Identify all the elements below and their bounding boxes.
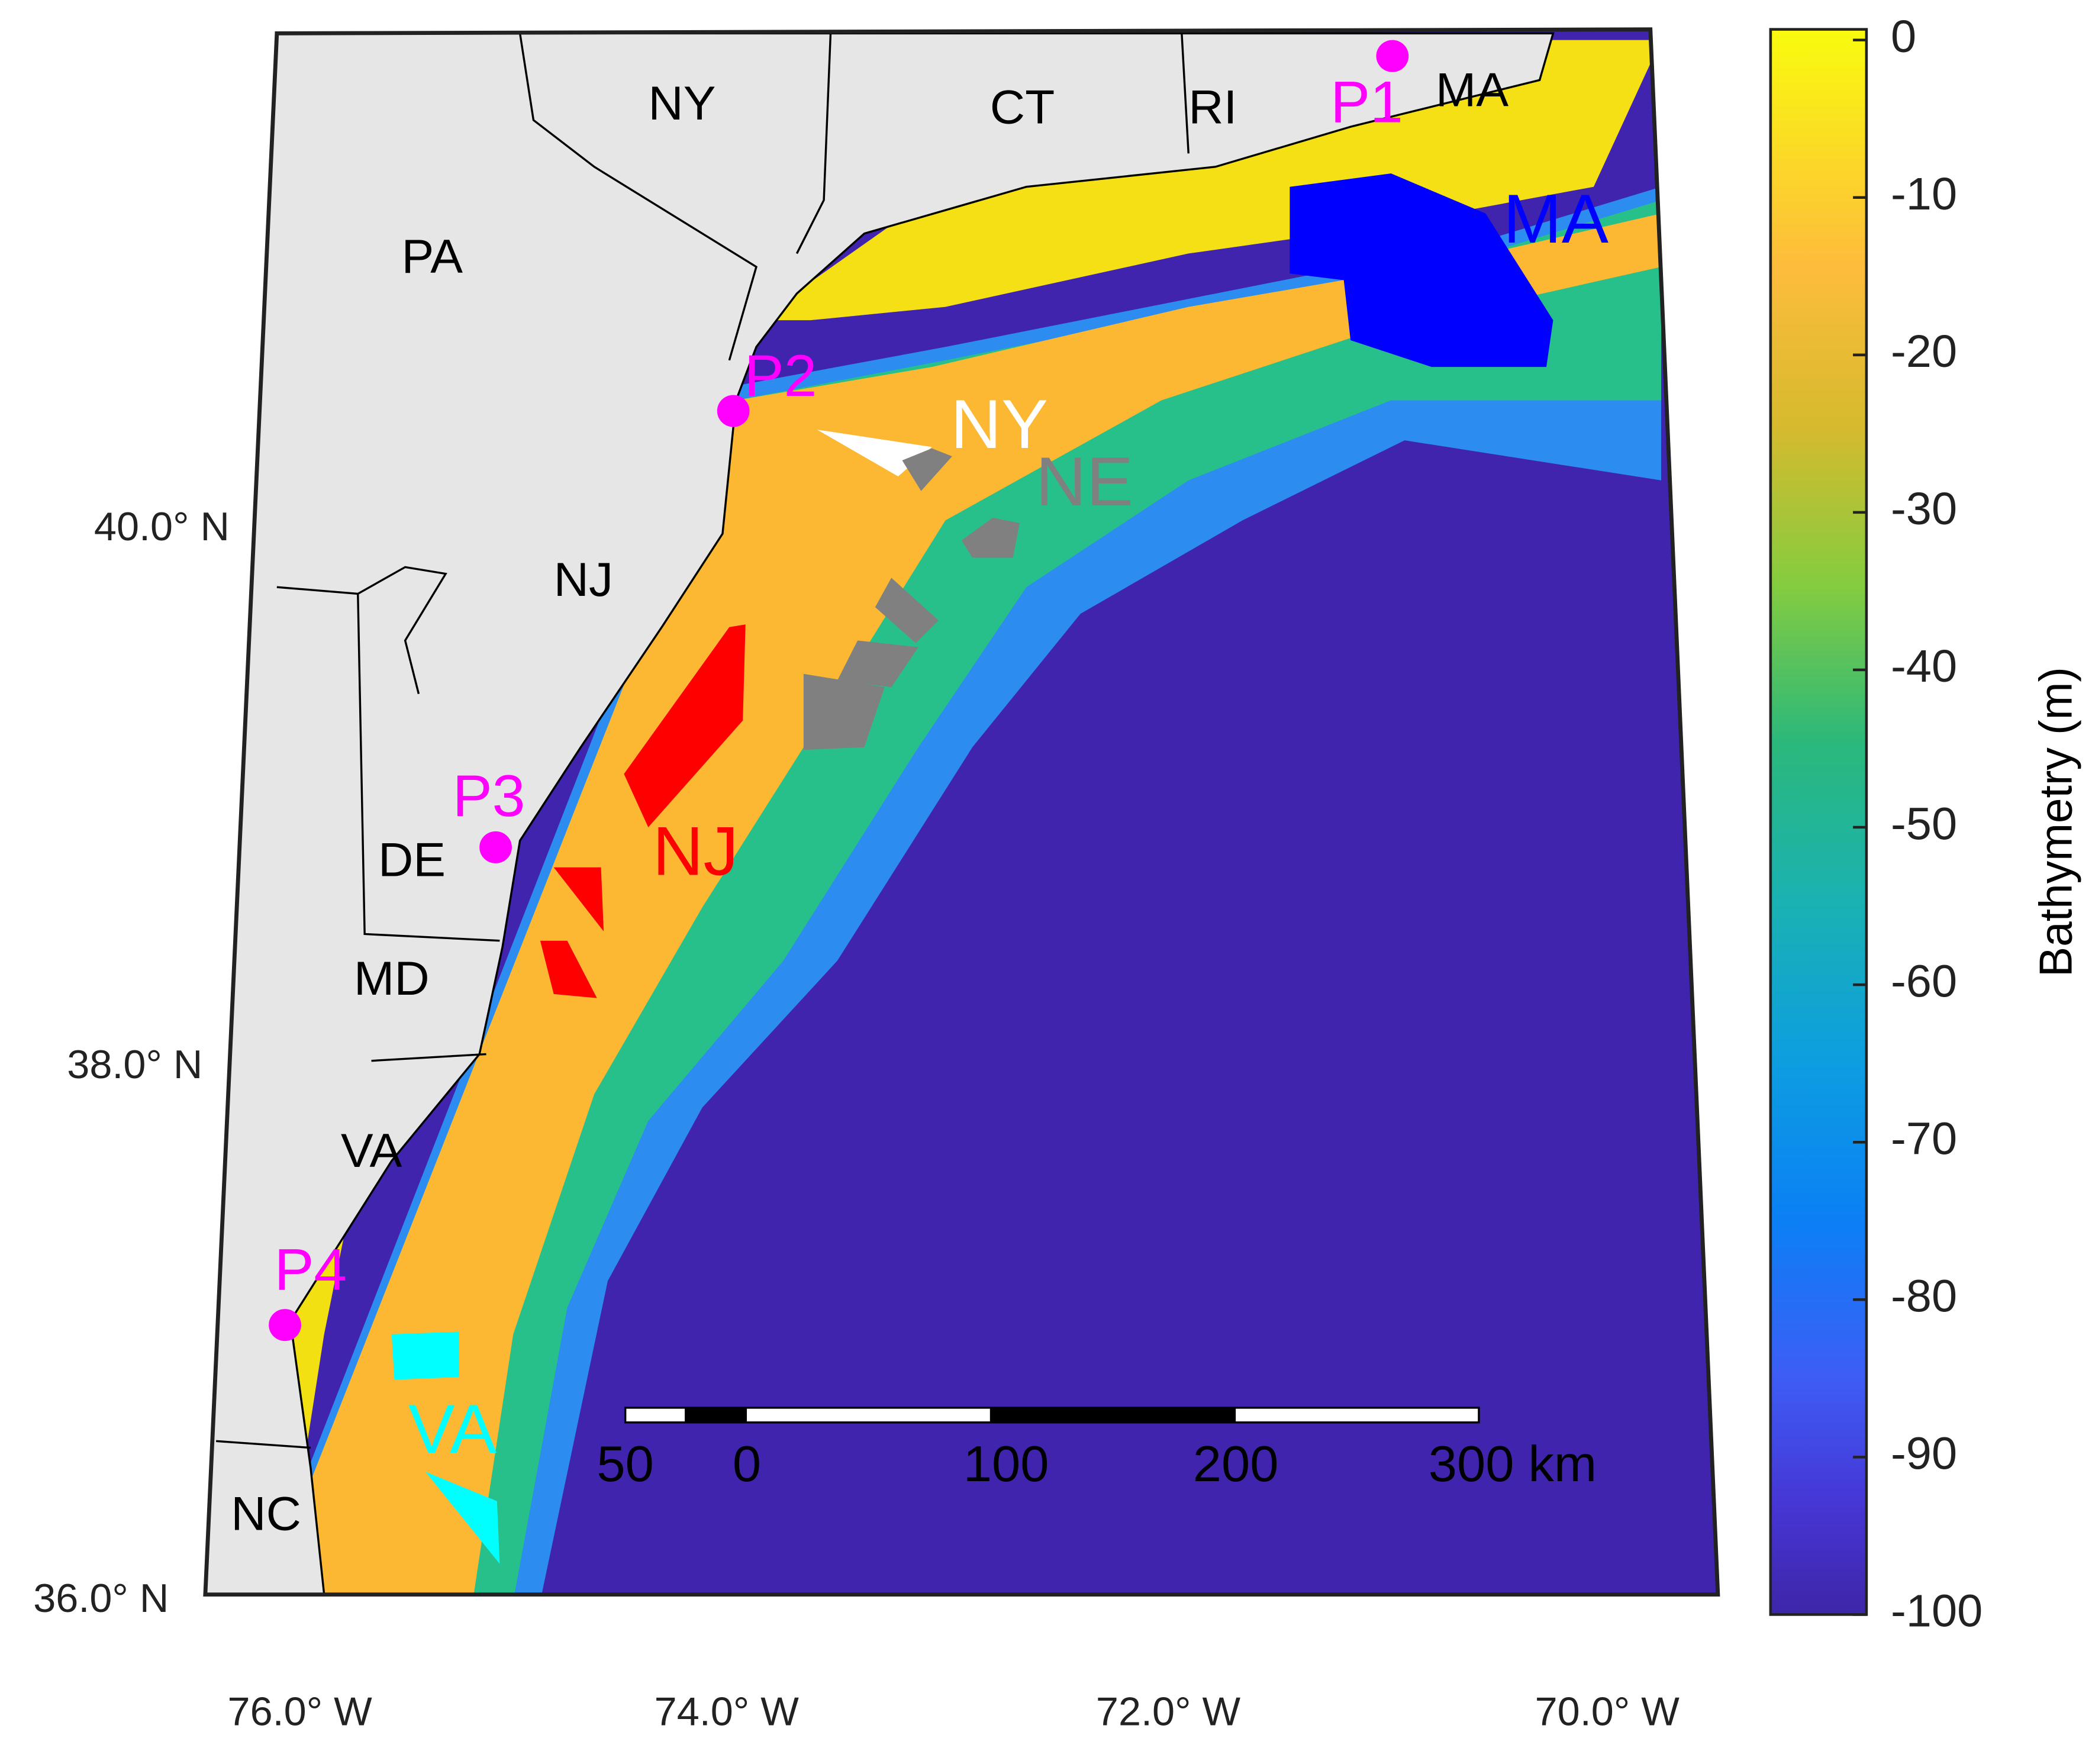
colorbar-tick-label: -30 — [1891, 484, 1957, 534]
wind-area-va — [391, 1331, 500, 1564]
wind-area-label: NE — [1036, 443, 1133, 520]
colorbar-tick-label: -80 — [1891, 1271, 1957, 1321]
land — [205, 32, 1555, 1595]
state-boundaries — [216, 33, 1190, 1449]
wind-area-ne — [803, 448, 1020, 750]
shelf-inner — [263, 213, 1662, 1595]
longitude-label: 76.0° W — [228, 1689, 372, 1734]
colorbar-tick-label: -40 — [1891, 641, 1957, 692]
wind-area-label: VA — [408, 1390, 497, 1468]
scale-bar-label: 50 — [597, 1436, 653, 1492]
point-marker — [1376, 40, 1409, 72]
shelf-edge — [256, 186, 1662, 1595]
longitude-label: 74.0° W — [655, 1689, 799, 1734]
wind-area-label: NJ — [653, 812, 739, 889]
map-frame — [203, 27, 1720, 1597]
point-label: P3 — [453, 764, 526, 829]
colorbar-tick-label: -90 — [1891, 1428, 1957, 1479]
colorbar-tick-label: -70 — [1891, 1114, 1957, 1164]
scale-bar-label: 300 km — [1429, 1436, 1597, 1492]
scale-bar-label: 200 — [1193, 1436, 1279, 1492]
colorbar-tick-label: -20 — [1891, 326, 1957, 376]
state-label: MD — [354, 952, 430, 1005]
colorbar-tick-label: -50 — [1891, 799, 1957, 849]
wind-area-ny — [817, 430, 932, 477]
wind-area-label: MA — [1503, 179, 1609, 257]
longitude-label: 72.0° W — [1096, 1689, 1240, 1734]
point-marker — [269, 1309, 301, 1341]
scale-bar — [624, 1407, 1480, 1424]
point-marker — [717, 395, 750, 427]
colorbar-label: Bathymetry (m) — [2030, 667, 2082, 977]
colorbar-tick-label: -60 — [1891, 956, 1957, 1007]
latitude-label: 38.0° N — [67, 1042, 202, 1087]
state-label: CT — [990, 80, 1055, 134]
scale-bar-label: 100 — [963, 1436, 1049, 1492]
state-label: PA — [402, 230, 463, 283]
colorbar-tick-label: -100 — [1891, 1586, 1983, 1636]
latitude-label: 36.0° N — [33, 1576, 169, 1621]
state-label: VA — [341, 1124, 402, 1177]
longitude-label: 70.0° W — [1535, 1689, 1680, 1734]
scale-bar-segment — [989, 1407, 1236, 1423]
state-label: NC — [231, 1487, 301, 1540]
colorbar-tick-label: 0 — [1891, 11, 1916, 62]
state-label: RI — [1188, 80, 1237, 134]
latitude-label: 40.0° N — [94, 504, 230, 549]
colorbar — [1769, 28, 1868, 1616]
point-label: P4 — [274, 1237, 347, 1302]
colorbar-tick-label: -10 — [1891, 169, 1957, 219]
point-marker — [479, 831, 512, 863]
point-label: P2 — [744, 343, 817, 408]
wind-area-ma — [1290, 173, 1553, 367]
state-label: MA — [1436, 63, 1509, 117]
wind-area-label: NY — [950, 385, 1048, 463]
scale-bar-segment — [685, 1407, 747, 1423]
shallows — [756, 40, 1662, 321]
state-label: NJ — [554, 553, 613, 606]
scale-bar-label: 0 — [733, 1436, 761, 1492]
state-label: DE — [378, 833, 446, 886]
state-label: NY — [648, 76, 715, 130]
point-label: P1 — [1330, 70, 1403, 135]
